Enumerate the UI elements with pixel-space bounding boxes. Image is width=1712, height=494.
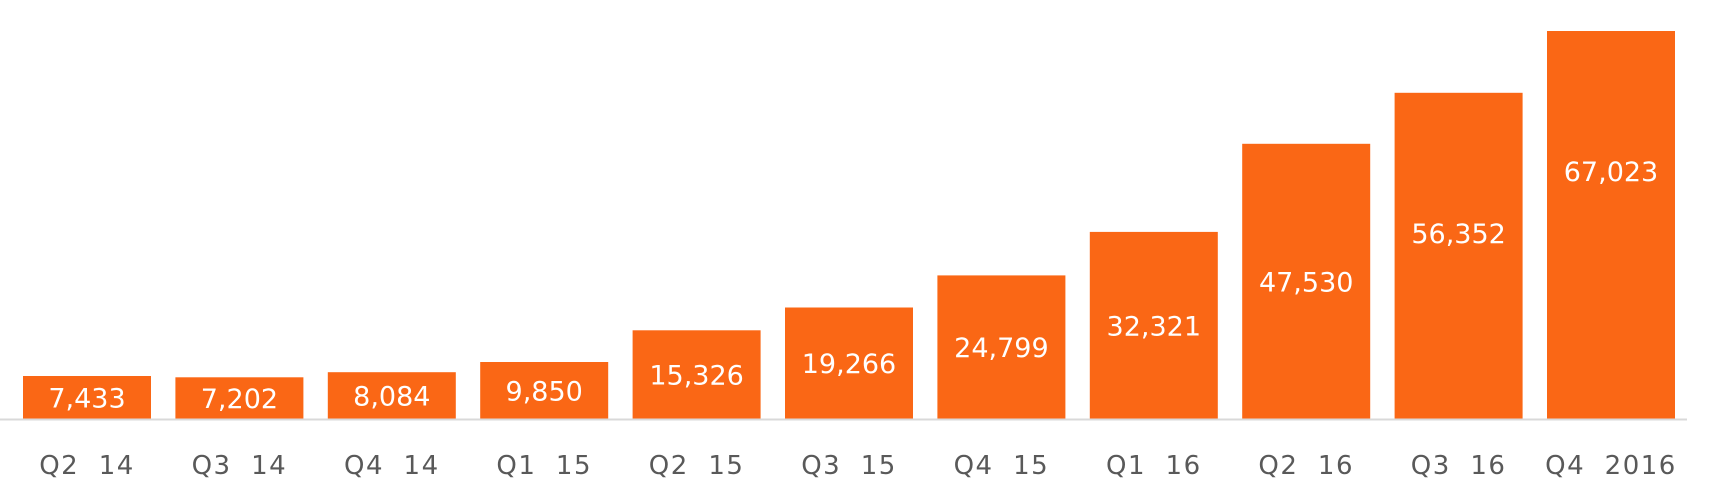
x-tick-label-1: Q3 14 [192,451,288,481]
bar-value-label-8: 47,530 [1259,267,1353,298]
bar-7 [1089,231,1218,419]
bar-value-label-7: 32,321 [1107,311,1201,342]
x-tick-label-9: Q3 16 [1411,451,1507,481]
bar-value-label-5: 19,266 [802,349,896,380]
value-labels-group: 7,433 7,202 8,084 9,850 15,326 19,266 24,799 32… [48,157,1658,415]
bar-value-label-10: 67,023 [1564,157,1658,188]
bar-value-label-0: 7,433 [48,384,125,415]
x-tick-label-10: Q4 2016 [1545,451,1677,481]
x-tick-label-2: Q4 14 [344,451,440,481]
bar-value-label-1: 7,202 [201,384,278,415]
bar-4 [632,330,761,419]
x-tick-label-0: Q2 14 [39,451,135,481]
x-tick-label-5: Q3 15 [801,451,897,481]
bar-2 [327,372,456,419]
bar-10 [1547,31,1675,419]
bar-8 [1242,143,1371,420]
bar-value-label-2: 8,084 [353,382,430,413]
x-tick-label-8: Q2 16 [1258,451,1354,481]
bar-value-label-3: 9,850 [506,377,583,408]
bar-5 [785,307,913,419]
bar-value-label-9: 56,352 [1411,219,1505,250]
bar-9 [1394,92,1523,420]
bar-0 [23,376,151,419]
bar-value-label-4: 15,326 [649,361,743,392]
x-tick-label-3: Q1 15 [496,451,592,481]
bar-1 [175,377,304,419]
bar-6 [937,275,1066,419]
x-tick-label-4: Q2 15 [649,451,745,481]
bars-group [23,31,1675,420]
x-tick-label-7: Q1 16 [1106,451,1202,481]
bar-3 [480,362,609,419]
x-tick-label-6: Q4 15 [954,451,1050,481]
bar-value-label-6: 24,799 [954,333,1048,364]
x-tick-labels-group: Q2 14 Q3 14 Q4 14 Q1 15 Q2 15 Q3 15 Q4 15 Q1 16… [39,451,1677,481]
